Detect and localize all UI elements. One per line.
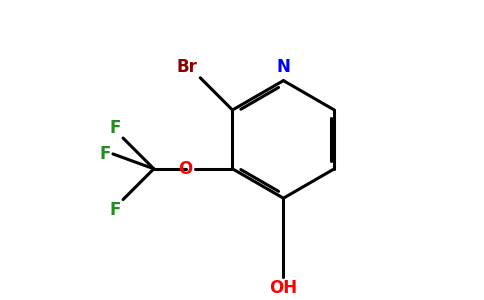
Text: F: F — [109, 201, 121, 219]
Text: Br: Br — [176, 58, 197, 76]
Text: O: O — [179, 160, 193, 178]
Text: N: N — [276, 58, 290, 76]
Text: F: F — [99, 145, 110, 163]
Text: F: F — [109, 119, 121, 137]
Text: OH: OH — [269, 279, 298, 297]
